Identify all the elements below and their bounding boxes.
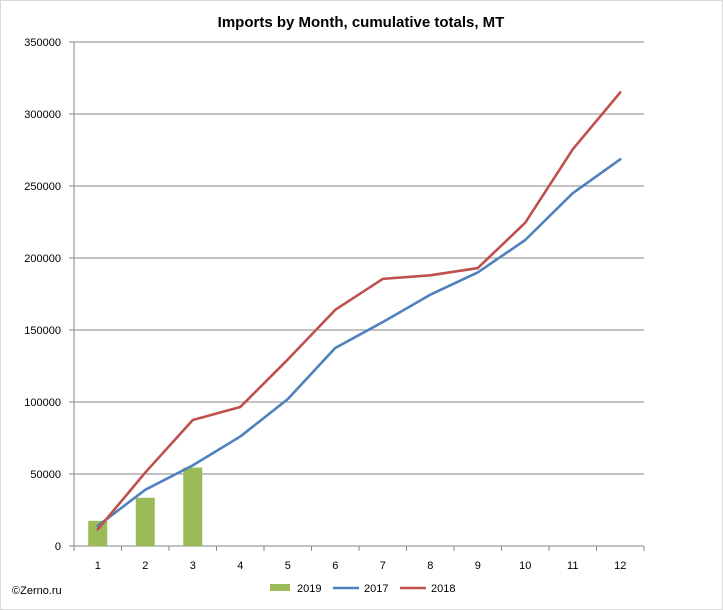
x-tick-label: 9 (475, 560, 481, 572)
legend-label-2018: 2018 (431, 583, 455, 595)
gridlines (69, 41, 645, 551)
x-tick-label: 8 (427, 560, 433, 572)
x-tick-label: 1 (95, 560, 101, 572)
x-tick-label: 11 (567, 560, 578, 572)
y-tick-label: 100000 (24, 397, 61, 409)
y-tick-label: 300000 (24, 109, 61, 121)
x-tick-label: 7 (380, 560, 386, 572)
bar-2019 (183, 467, 203, 546)
x-tick-label: 12 (614, 560, 626, 572)
line-series-2018 (96, 91, 622, 531)
bar-2019 (88, 520, 108, 546)
legend-swatch-2019 (270, 584, 290, 591)
y-tick-label: 150000 (24, 325, 61, 337)
x-tick-label: 5 (285, 560, 291, 572)
line-series (96, 91, 622, 531)
x-tick-label: 2 (142, 560, 148, 572)
x-tick-label: 6 (332, 560, 338, 572)
y-tick-label: 200000 (24, 253, 61, 265)
y-tick-label: 350000 (24, 37, 61, 49)
y-axis-tick-labels: 0 50000 100000 150000 200000 250000 300000 3500… (24, 37, 61, 553)
bar-series (88, 467, 203, 546)
y-tick-label: 0 (55, 541, 61, 553)
credit-text: ©Zerno.ru (12, 585, 62, 597)
legend-label-2019: 2019 (297, 583, 321, 595)
y-tick-label: 250000 (24, 181, 61, 193)
line-series-2017 (96, 158, 622, 528)
x-tick-label: 4 (237, 560, 243, 572)
y-tick-label: 50000 (30, 469, 61, 481)
x-tick-label: 3 (190, 560, 196, 572)
x-tick-label: 10 (519, 560, 531, 572)
legend: 2019 2017 2018 (270, 583, 455, 595)
x-axis-tick-labels: 1 2 3 4 5 6 7 8 9 10 11 12 (95, 560, 627, 572)
bar-2019 (135, 497, 155, 546)
chart-title: Imports by Month, cumulative totals, MT (218, 14, 505, 31)
legend-label-2017: 2017 (364, 583, 388, 595)
